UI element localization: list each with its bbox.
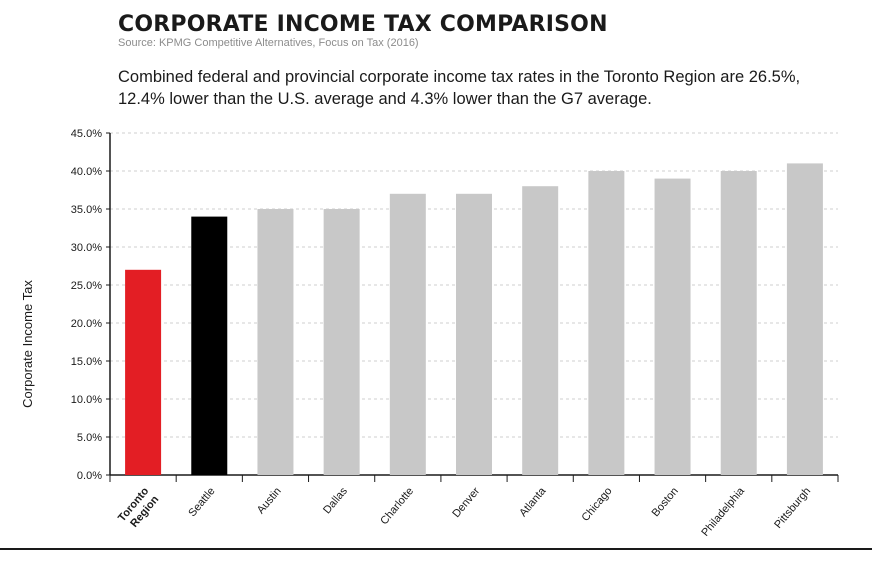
y-tick-label: 10.0% <box>71 394 102 406</box>
y-tick-label: 45.0% <box>71 128 102 140</box>
y-tick-label: 30.0% <box>71 242 102 254</box>
x-tick-label: Denver <box>450 485 482 520</box>
y-tick-label: 35.0% <box>71 204 102 216</box>
bar-pittsburgh <box>786 163 823 475</box>
x-tick-label: TorontoRegion <box>116 485 162 532</box>
bar-chart: 0.0% 5.0% 10.0% 15.0% 20.0% 25.0% 30.0% 35.0% 40… <box>20 128 839 539</box>
y-tick-label: 25.0% <box>71 280 102 292</box>
chart-source: Source: KPMG Competitive Alternatives, F… <box>118 37 419 49</box>
x-tick-label: Dallas <box>321 485 350 517</box>
bar-philadelphia <box>720 171 757 475</box>
x-tick-label: Atlanta <box>517 485 549 520</box>
y-tick-label: 5.0% <box>77 432 102 444</box>
bar-dallas <box>323 209 360 475</box>
chart-subtitle: Combined federal and provincial corporat… <box>118 68 801 108</box>
bottom-rule <box>0 548 872 550</box>
chart-title: CORPORATE INCOME TAX COMPARISON <box>118 12 608 37</box>
y-tick-label: 15.0% <box>71 356 102 368</box>
bar-boston <box>654 178 691 475</box>
bar-austin <box>257 209 294 475</box>
x-tick-label: Austin <box>255 485 284 516</box>
x-tick-label: Philadelphia <box>699 485 747 539</box>
bar-charlotte <box>389 193 426 476</box>
bar-seattle <box>191 216 228 475</box>
x-tick-label: Seattle <box>186 485 217 519</box>
x-tick-label: Pittsburgh <box>772 485 813 531</box>
bar-atlanta <box>522 186 559 475</box>
y-tick-label: 20.0% <box>71 318 102 330</box>
x-tick-label: Chicago <box>580 485 615 524</box>
bar-toronto-region <box>125 269 162 475</box>
bar-denver <box>456 193 492 476</box>
x-tick-label: Charlotte <box>378 485 416 527</box>
x-tick-label: Boston <box>650 485 681 519</box>
y-tick-label: 0.0% <box>77 470 102 482</box>
y-tick-label: 40.0% <box>71 166 102 178</box>
bar-chicago <box>588 171 625 475</box>
y-axis-title: Corporate Income Tax <box>20 280 35 408</box>
